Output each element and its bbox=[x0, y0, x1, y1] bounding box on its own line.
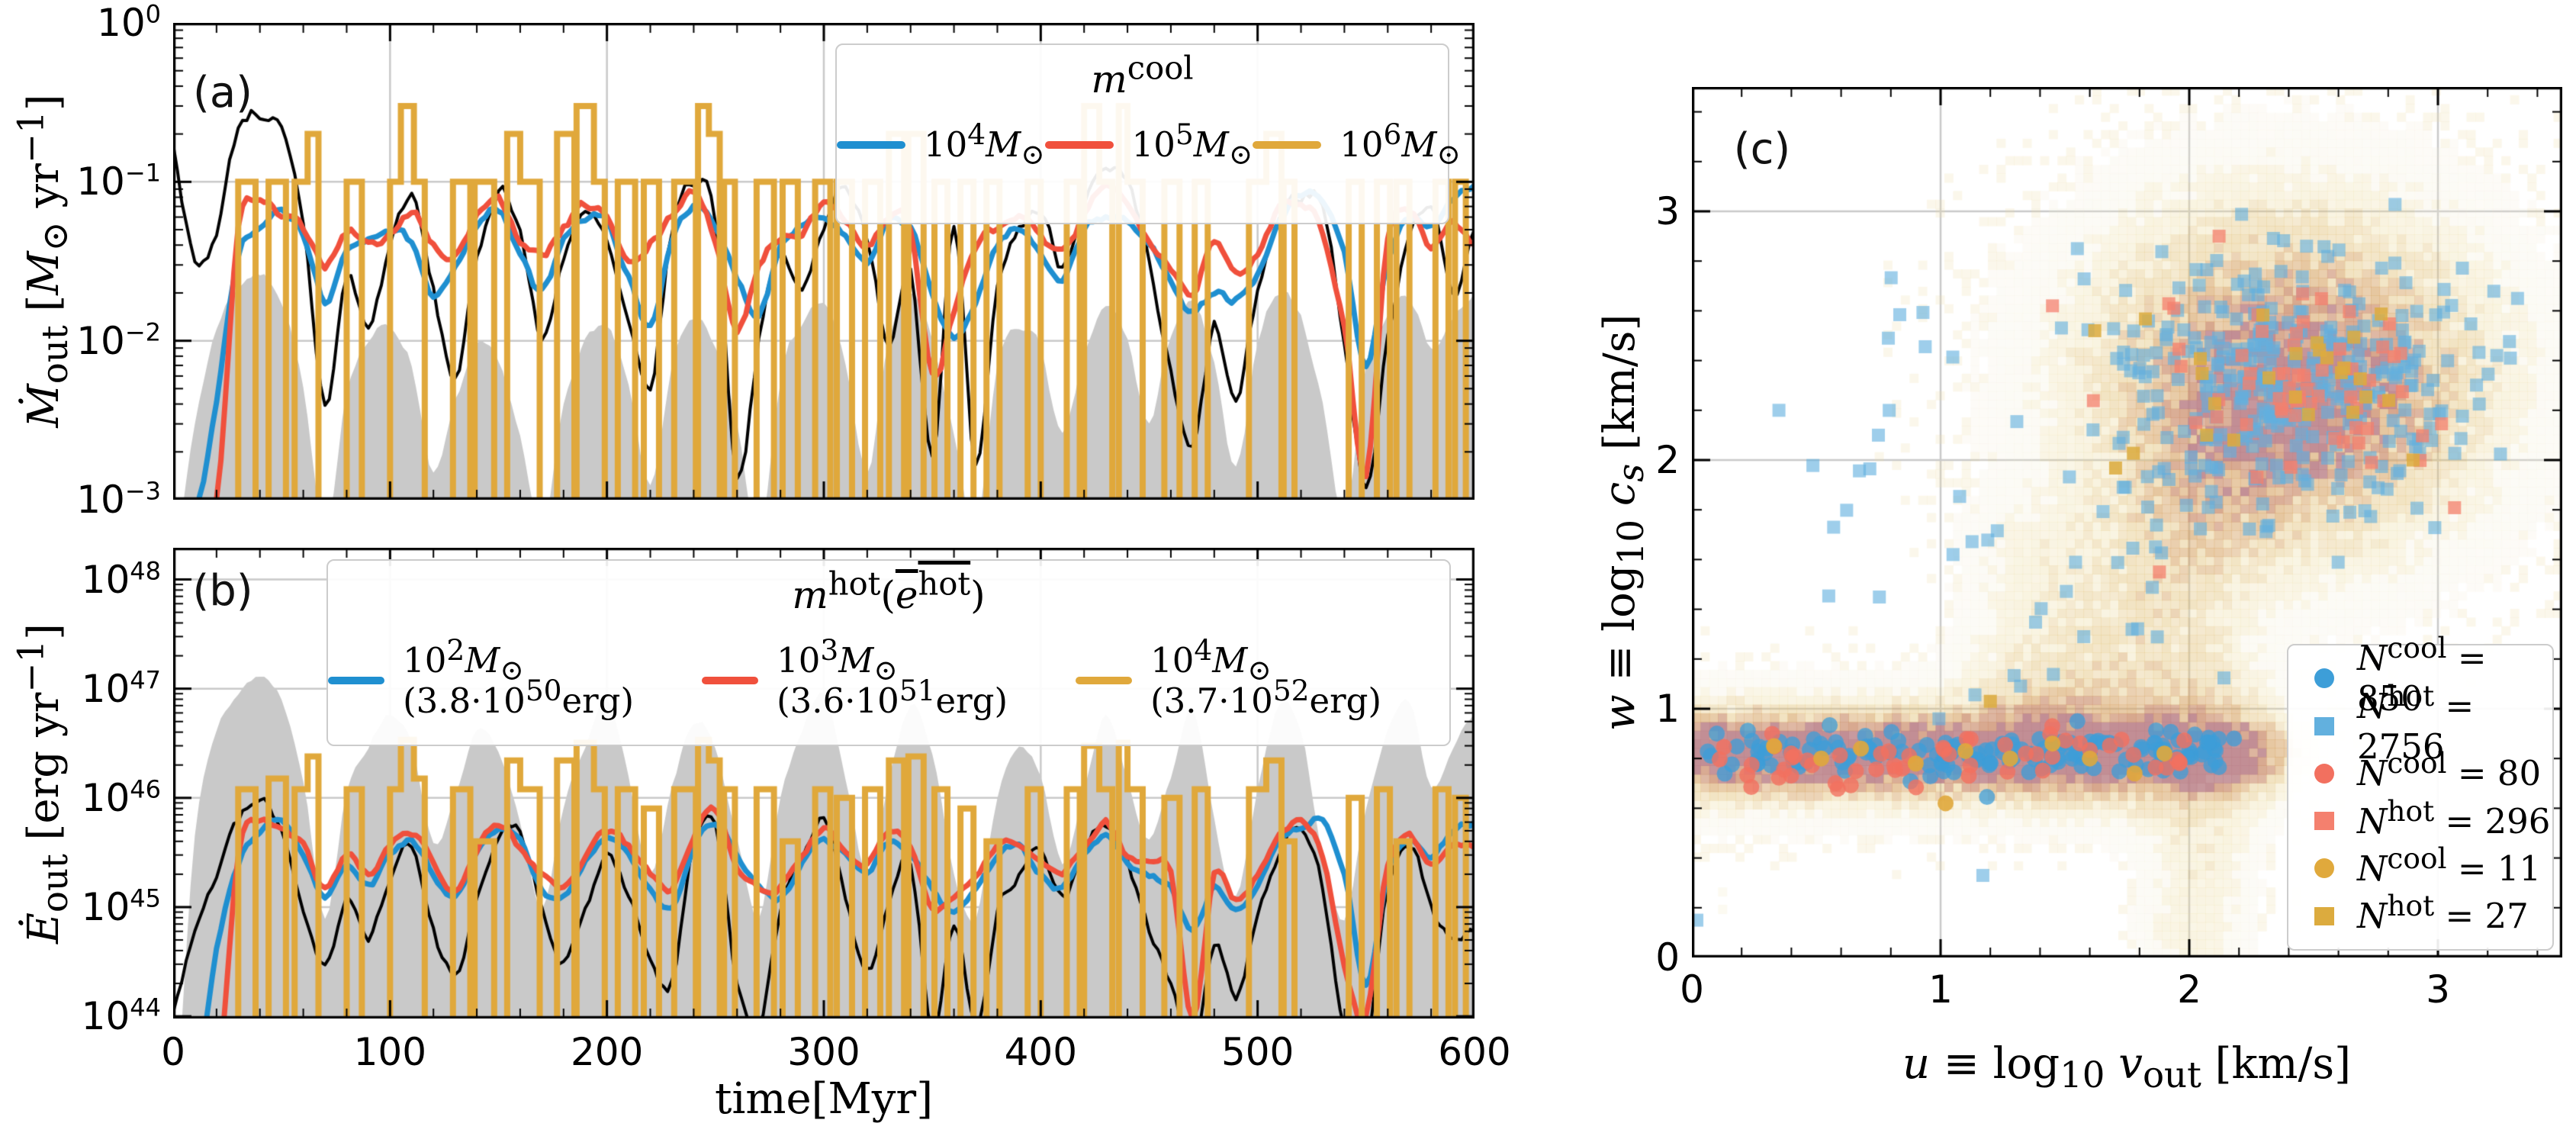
panel-a-label: (a) bbox=[192, 68, 252, 117]
panel-b-x-axis-label: time[Myr] bbox=[714, 1074, 934, 1124]
legend-a-entries: 104M⊙ 105M⊙ 106M⊙ bbox=[837, 117, 1461, 171]
legend-entry-label: Nhot = 296 bbox=[2357, 793, 2551, 842]
legend-circle-marker bbox=[2314, 858, 2334, 879]
legend-entry-label: 102M⊙ (3.8·1050erg) bbox=[403, 633, 635, 721]
panel-b-x-tick-label: 200 bbox=[570, 1030, 644, 1074]
legend-c-entries: Ncool = 850 Nhot = 2756 Ncool = 80 Nhot = 2… bbox=[2288, 634, 2552, 949]
panel-b-y-tick-label: 1046 bbox=[81, 774, 161, 820]
panel-b-x-tick-label: 100 bbox=[353, 1030, 427, 1074]
legend-line-swatch bbox=[702, 677, 759, 684]
legend-panel-a: mcool 104M⊙ 105M⊙ 106M⊙ bbox=[835, 43, 1461, 224]
panel-c-y-tick-label: 3 bbox=[1655, 189, 1680, 233]
legend-entry: 104M⊙ bbox=[837, 117, 1045, 171]
legend-panel-c: Ncool = 850 Nhot = 2756 Ncool = 80 Nhot = 2… bbox=[2287, 634, 2554, 951]
panel-c-x-tick-label: 0 bbox=[1680, 967, 1704, 1012]
panel-b-x-tick-label: 300 bbox=[787, 1030, 860, 1074]
legend-entry: Ncool = 80 bbox=[2314, 746, 2552, 796]
panel-c-x-tick-label: 1 bbox=[1928, 967, 1953, 1012]
legend-line-swatch bbox=[328, 677, 385, 684]
legend-b-title: mhot(ehot) bbox=[792, 565, 986, 617]
legend-entry-label: 106M⊙ bbox=[1339, 117, 1461, 171]
legend-entry: Nhot = 2756 bbox=[2314, 681, 2552, 767]
panel-c-label: (c) bbox=[1733, 124, 1791, 174]
panel-b-x-tick-label: 600 bbox=[1438, 1030, 1511, 1074]
legend-line-swatch bbox=[1044, 140, 1114, 149]
legend-square-marker bbox=[2314, 716, 2334, 735]
panel-b-y-tick-label: 1047 bbox=[81, 665, 161, 711]
panel-c-x-tick-label: 3 bbox=[2426, 967, 2450, 1012]
panel-b-x-tick-label: 0 bbox=[161, 1030, 185, 1074]
panel-c-y-tick-label: 0 bbox=[1655, 935, 1680, 980]
panel-c-y-tick-label: 2 bbox=[1655, 438, 1680, 482]
legend-entry-label: 104M⊙ (3.7·1052erg) bbox=[1150, 633, 1382, 721]
legend-entry: Nhot = 27 bbox=[2314, 889, 2552, 938]
legend-entry-label: 105M⊙ bbox=[1131, 117, 1253, 171]
legend-circle-marker bbox=[2314, 668, 2334, 689]
panel-c-y-tick-label: 1 bbox=[1655, 687, 1680, 731]
legend-b-entries: 102M⊙ (3.8·1050erg) 103M⊙ (3.6·1051erg) 10… bbox=[328, 633, 1449, 721]
panel-a-y-tick-label: 100 bbox=[97, 0, 161, 45]
panel-b-y-tick-label: 1045 bbox=[81, 883, 161, 929]
panel-b-label: (b) bbox=[192, 566, 253, 616]
legend-panel-b: mhot(ehot) 102M⊙ (3.8·1050erg) 103M⊙ (3.6… bbox=[326, 559, 1451, 746]
legend-entry: 103M⊙ (3.6·1051erg) bbox=[702, 633, 1076, 721]
legend-entry: 106M⊙ bbox=[1253, 117, 1461, 171]
panel-b-y-tick-label: 1044 bbox=[81, 993, 161, 1039]
legend-square-marker bbox=[2314, 906, 2334, 925]
legend-entry-label: Nhot = 2756 bbox=[2357, 678, 2475, 767]
panel-c-x-axis-label: u ≡ log10 vout [km/s] bbox=[1902, 1039, 2351, 1097]
panel-a-y-tick-label: 10−1 bbox=[76, 158, 161, 204]
legend-entry-label: Nhot = 27 bbox=[2357, 889, 2529, 937]
panel-b-x-tick-label: 500 bbox=[1220, 1030, 1294, 1074]
legend-line-swatch bbox=[1076, 677, 1133, 684]
legend-entry-label: Ncool = 11 bbox=[2357, 841, 2542, 889]
legend-entry-label: Ncool = 80 bbox=[2357, 746, 2542, 794]
legend-entry: 105M⊙ bbox=[1044, 117, 1253, 171]
legend-square-marker bbox=[2314, 812, 2334, 831]
legend-entry: 104M⊙ (3.7·1052erg) bbox=[1076, 633, 1449, 721]
legend-entry: 102M⊙ (3.8·1050erg) bbox=[328, 633, 702, 721]
panel-a-y-tick-label: 10−2 bbox=[76, 317, 161, 363]
panel-b-y-tick-label: 1048 bbox=[81, 555, 161, 602]
legend-circle-marker bbox=[2314, 763, 2334, 784]
panel-b-x-tick-label: 400 bbox=[1004, 1030, 1078, 1074]
legend-entry-label: 103M⊙ (3.6·1051erg) bbox=[777, 633, 1008, 721]
legend-a-title: mcool bbox=[1091, 49, 1194, 101]
panel-c-x-tick-label: 2 bbox=[2177, 967, 2201, 1012]
legend-line-swatch bbox=[1253, 140, 1322, 149]
legend-entry-label: Ncool = 850 bbox=[2357, 631, 2487, 719]
panel-a-y-axis-label: Ṁout [M⊙ yr−1] bbox=[11, 94, 77, 428]
legend-entry-label: 104M⊙ bbox=[924, 117, 1045, 171]
legend-line-swatch bbox=[837, 140, 905, 149]
legend-entry: Ncool = 850 bbox=[2314, 634, 2552, 719]
legend-entry: Nhot = 296 bbox=[2314, 793, 2552, 843]
legend-entry: Ncool = 11 bbox=[2314, 841, 2552, 890]
panel-a-y-tick-label: 10−3 bbox=[76, 476, 161, 522]
